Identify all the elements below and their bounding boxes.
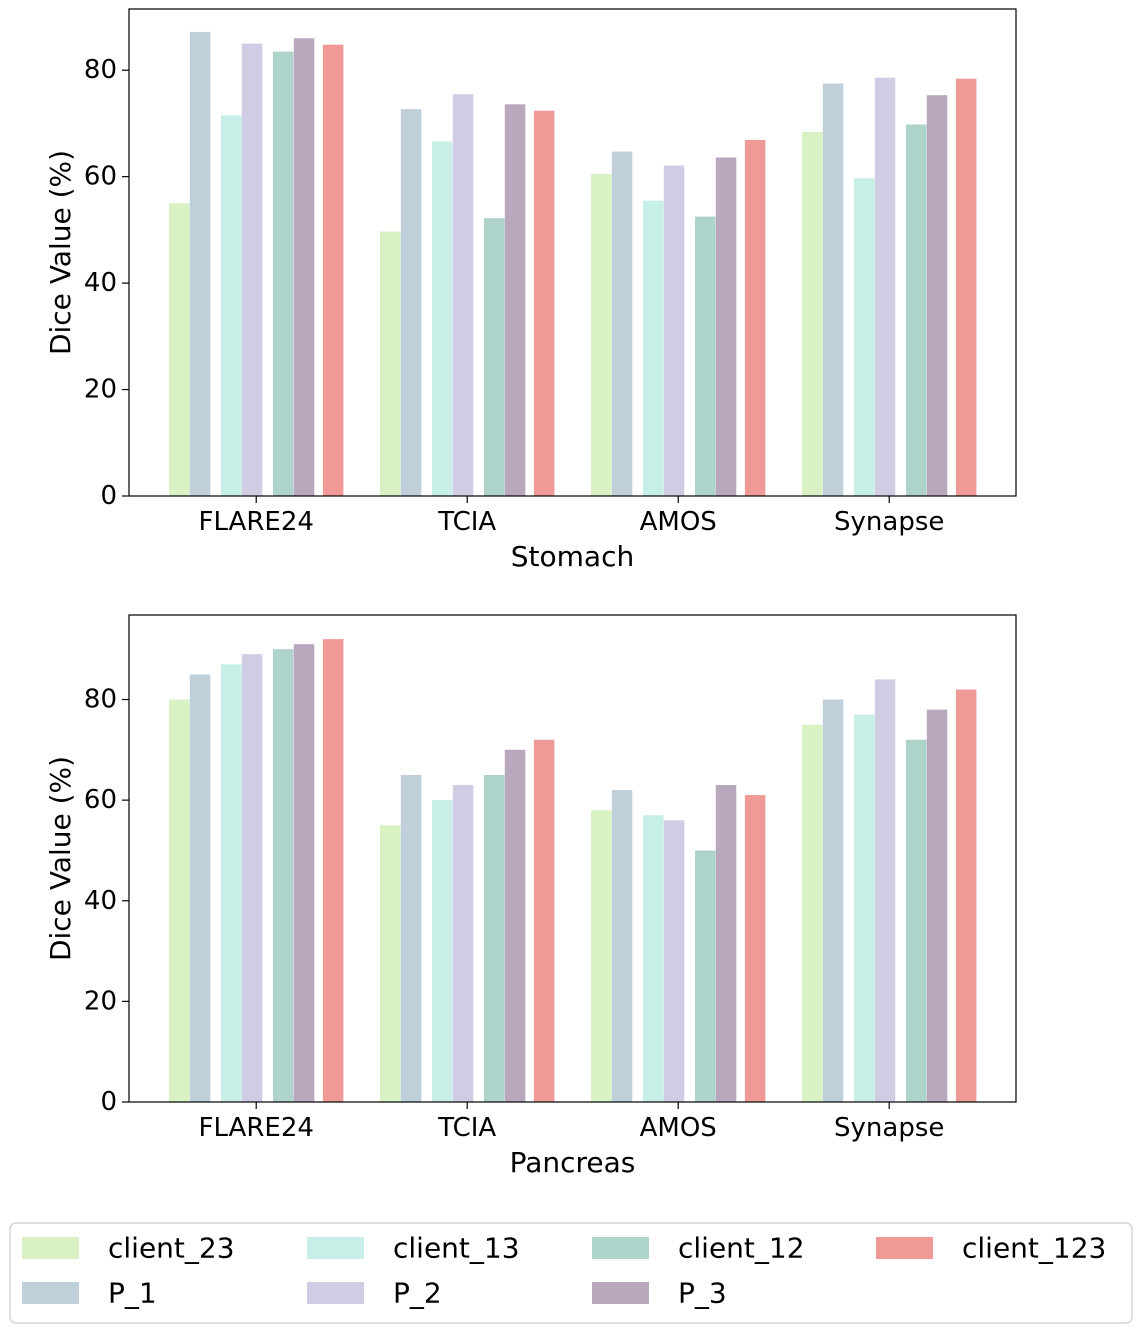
bar-p-1-synapse	[822, 83, 844, 496]
bar-p-2-tcia	[452, 94, 474, 496]
bar-p-3-tcia	[504, 749, 526, 1102]
bar-p-1-tcia	[400, 109, 422, 496]
legend-swatch-p-2	[307, 1282, 364, 1304]
bar-client-12-flare24	[273, 51, 294, 496]
bar-p-1-amos	[611, 790, 633, 1102]
bar-client-12-flare24	[273, 649, 294, 1102]
y-tick-label: 40	[84, 268, 117, 298]
bar-client-12-synapse	[906, 739, 927, 1102]
bar-p-3-flare24	[293, 644, 315, 1102]
bar-p-3-synapse	[926, 709, 948, 1102]
bar-p-1-amos	[611, 151, 633, 496]
bar-client-12-amos	[695, 216, 716, 496]
bar-p-1-tcia	[400, 775, 422, 1102]
bar-p-3-amos	[715, 157, 737, 496]
legend-swatch-p-3	[592, 1282, 649, 1304]
bar-p-1-flare24	[189, 31, 211, 497]
bar-p-3-synapse	[926, 95, 948, 496]
bar-client-123-amos	[744, 139, 766, 496]
legend-label-p-2: P_2	[393, 1277, 442, 1310]
pancreas-chart: 0 20 40 60 80 FLARE24 TCIA AMOS Synapse Pancreas D…	[44, 614, 1017, 1179]
y-axis-label: Dice Value (%)	[44, 756, 77, 961]
bar-client-23-amos	[591, 174, 612, 496]
legend-label-p-1: P_1	[108, 1277, 157, 1310]
x-tick-label: Synapse	[834, 1113, 944, 1143]
y-tick-label: 20	[84, 375, 117, 405]
legend-swatch-client-23	[22, 1237, 79, 1259]
x-axis-label: Pancreas	[510, 1146, 636, 1179]
bar-p-2-flare24	[241, 654, 263, 1102]
legend-swatch-p-1	[22, 1282, 79, 1304]
y-tick-label: 20	[84, 986, 117, 1016]
y-tick-label: 60	[84, 785, 117, 815]
bar-p-2-flare24	[241, 43, 263, 496]
legend-swatch-client-12	[592, 1237, 649, 1259]
bar-client-23-flare24	[169, 699, 190, 1102]
y-tick-label: 0	[100, 1087, 117, 1117]
bar-client-13-tcia	[432, 800, 453, 1102]
bar-client-23-tcia	[380, 825, 401, 1102]
y-tick-label: 80	[84, 685, 117, 715]
bar-client-13-synapse	[854, 178, 875, 497]
bar-client-13-flare24	[221, 664, 242, 1102]
bar-client-123-synapse	[955, 78, 977, 496]
bar-client-23-tcia	[380, 231, 401, 496]
bar-client-13-synapse	[854, 714, 875, 1102]
bar-client-123-synapse	[955, 689, 977, 1102]
stomach-chart: 0 20 40 60 80 FLARE24 TCIA AMOS Synapse Stomach Di…	[44, 8, 1017, 573]
bar-p-3-tcia	[504, 104, 526, 497]
y-axis-label: Dice Value (%)	[44, 150, 77, 355]
x-tick-label: Synapse	[834, 507, 944, 537]
x-tick-label: AMOS	[640, 1113, 717, 1143]
bar-client-23-synapse	[802, 724, 823, 1102]
x-tick-label: FLARE24	[199, 507, 314, 537]
bar-p-2-amos	[663, 165, 685, 496]
bar-client-13-amos	[643, 815, 664, 1102]
legend-box	[9, 1222, 1133, 1324]
legend-label-client-13: client_13	[393, 1232, 520, 1265]
bar-p-2-tcia	[452, 785, 474, 1102]
legend-label-p-3: P_3	[678, 1277, 727, 1310]
bar-p-2-amos	[663, 820, 685, 1102]
bar-client-123-flare24	[322, 639, 344, 1102]
legend-swatch-client-13	[307, 1237, 364, 1259]
x-tick-label: TCIA	[437, 507, 496, 537]
legend-label-client-23: client_23	[108, 1232, 235, 1265]
x-axis-label: Stomach	[511, 540, 634, 573]
legend-label-client-12: client_12	[678, 1232, 805, 1265]
bar-client-12-amos	[695, 850, 716, 1102]
bar-client-13-flare24	[221, 115, 242, 497]
y-tick-label: 40	[84, 886, 117, 916]
bar-client-12-synapse	[906, 124, 927, 496]
legend-swatch-client-123	[876, 1237, 933, 1259]
x-tick-label: FLARE24	[199, 1113, 314, 1143]
bar-p-1-synapse	[822, 699, 844, 1102]
bar-client-23-amos	[591, 810, 612, 1102]
legend-label-client-123: client_123	[962, 1232, 1106, 1265]
bar-client-123-tcia	[533, 739, 555, 1102]
bar-client-13-tcia	[432, 141, 453, 496]
bar-p-3-amos	[715, 785, 737, 1102]
bar-client-13-amos	[643, 200, 664, 496]
plot-frame	[128, 8, 1017, 497]
bar-client-12-tcia	[484, 218, 505, 496]
y-tick-label: 0	[100, 481, 117, 511]
y-tick-label: 80	[84, 55, 117, 85]
x-tick-label: TCIA	[437, 1113, 496, 1143]
bar-client-123-flare24	[322, 44, 344, 496]
bar-p-2-synapse	[874, 77, 896, 496]
bar-client-12-tcia	[484, 775, 505, 1102]
bar-client-123-tcia	[533, 110, 555, 496]
bar-p-1-flare24	[189, 674, 211, 1102]
bar-client-23-synapse	[802, 131, 823, 496]
legend: client_23 P_1 client_13 P_2 client_12 P_3 clie…	[9, 1222, 1133, 1324]
bar-client-123-amos	[744, 795, 766, 1102]
plot-frame	[128, 614, 1017, 1103]
x-tick-label: AMOS	[640, 507, 717, 537]
bar-p-2-synapse	[874, 679, 896, 1102]
bar-client-23-flare24	[169, 203, 190, 497]
bar-p-3-flare24	[293, 38, 315, 497]
y-tick-label: 60	[84, 162, 117, 192]
